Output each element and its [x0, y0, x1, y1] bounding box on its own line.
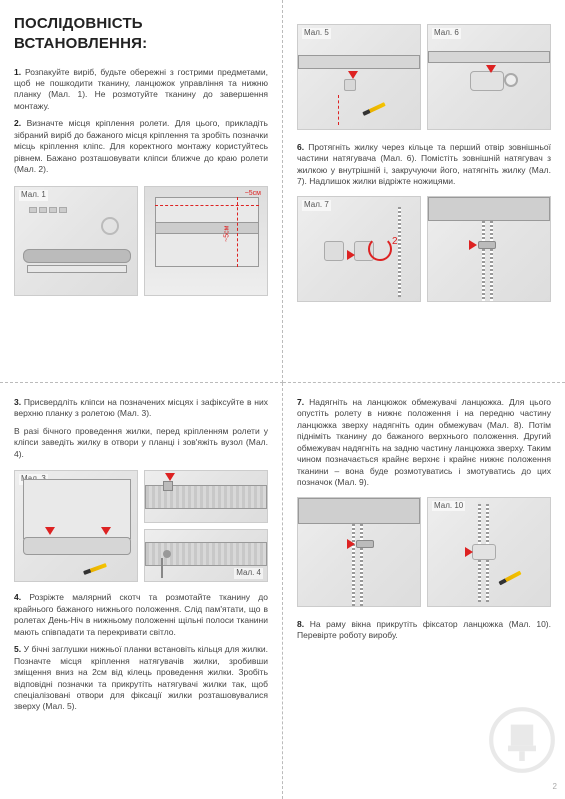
step-4-text: Розріжте малярний скотч та розмотайте тк…: [14, 592, 268, 636]
dim-5cm-b: ~5см: [222, 225, 231, 241]
page: ПОСЛІДОВНІСТЬ ВСТАНОВЛЕННЯ: 1. Розпакуйт…: [0, 0, 565, 799]
step-4: 4. Розріжте малярний скотч та розмотайте…: [14, 592, 268, 638]
dim-2: 2: [392, 235, 398, 249]
step-1: 1. Розпакуйте виріб, будьте обережні з г…: [14, 67, 268, 113]
quadrant-top-right: Мал. 5 Мал. 6 6. Протягніть жилку через …: [283, 0, 565, 383]
figure-3: Мал. 3: [14, 470, 138, 582]
step-num-3: 3.: [14, 397, 21, 407]
step-num-4: 4.: [14, 592, 21, 602]
figure-9: Мал. 9: [297, 497, 421, 607]
step-3b-text: В разі бічного проведення жилки, перед к…: [14, 426, 268, 459]
figure-10: Мал. 10: [427, 497, 551, 607]
step-num-2: 2.: [14, 118, 21, 128]
figure-7-label: Мал. 7: [302, 200, 331, 211]
fig-row-1-2: Мал. 1 Мал. 2 ~5см ~5см: [14, 186, 268, 296]
figure-2: Мал. 2 ~5см ~5см: [144, 186, 268, 296]
step-6: 6. Протягніть жилку через кільце та перш…: [297, 142, 551, 188]
watermark-icon: [487, 705, 557, 775]
page-title: ПОСЛІДОВНІСТЬ ВСТАНОВЛЕННЯ:: [14, 14, 268, 55]
figure-5-label: Мал. 5: [302, 28, 331, 39]
figure-6: Мал. 6: [427, 24, 551, 130]
figure-6-label: Мал. 6: [432, 28, 461, 39]
fig-row-7-8: Мал. 7 2 Мал. 8: [297, 196, 551, 302]
step-num-6: 6.: [297, 142, 304, 152]
step-3b: В разі бічного проведення жилки, перед к…: [14, 426, 268, 460]
figure-8: Мал. 8: [427, 196, 551, 302]
step-num-7: 7.: [297, 397, 304, 407]
figure-5: Мал. 5: [297, 24, 421, 130]
quadrant-top-left: ПОСЛІДОВНІСТЬ ВСТАНОВЛЕННЯ: 1. Розпакуйт…: [0, 0, 283, 383]
figure-10-label: Мал. 10: [432, 501, 465, 512]
figure-1: Мал. 1: [14, 186, 138, 296]
step-3a-text: Присвердліть кліпси на позначених місцях…: [14, 397, 268, 418]
figure-7: Мал. 7 2: [297, 196, 421, 302]
step-num-5: 5.: [14, 644, 21, 654]
step-8-text: На раму вікна прикрутіть фіксатор ланцюж…: [297, 619, 551, 640]
step-5: 5. У бічні заглушки нижньої планки встан…: [14, 644, 268, 713]
step-8: 8. На раму вікна прикрутіть фіксатор лан…: [297, 619, 551, 642]
figure-4-label: Мал. 4: [234, 568, 263, 579]
step-7: 7. Надягніть на ланцюжок обмежувачі ланц…: [297, 397, 551, 489]
step-num-1: 1.: [14, 67, 21, 77]
step-5-text: У бічні заглушки нижньої планки встанові…: [14, 644, 268, 711]
step-7-text: Надягніть на ланцюжок обмежувачі ланцюжк…: [297, 397, 551, 487]
step-3: 3. Присвердліть кліпси на позначених міс…: [14, 397, 268, 420]
quadrant-bottom-right: 7. Надягніть на ланцюжок обмежувачі ланц…: [283, 383, 565, 799]
step-2-text: Визначте місця кріплення ролети. Для цьо…: [14, 118, 268, 174]
step-2: 2. Визначте місця кріплення ролети. Для …: [14, 118, 268, 175]
fig-row-3-4: Мал. 3 Мал. 4: [14, 470, 268, 582]
fig-row-9-10: Мал. 9 Мал. 10: [297, 497, 551, 607]
step-num-8: 8.: [297, 619, 304, 629]
step-6-text: Протягніть жилку через кільце та перший …: [297, 142, 551, 186]
figure-4-top: [144, 470, 268, 523]
figure-4-bottom: Мал. 4: [144, 529, 268, 582]
step-1-text: Розпакуйте виріб, будьте обережні з гост…: [14, 67, 268, 111]
page-number: 2: [553, 782, 557, 793]
dim-5cm-a: ~5см: [245, 189, 261, 198]
figure-4-col: Мал. 4: [144, 470, 268, 582]
figure-1-label: Мал. 1: [19, 190, 48, 201]
fig-row-5-6: Мал. 5 Мал. 6: [297, 24, 551, 130]
quadrant-bottom-left: 3. Присвердліть кліпси на позначених міс…: [0, 383, 283, 799]
